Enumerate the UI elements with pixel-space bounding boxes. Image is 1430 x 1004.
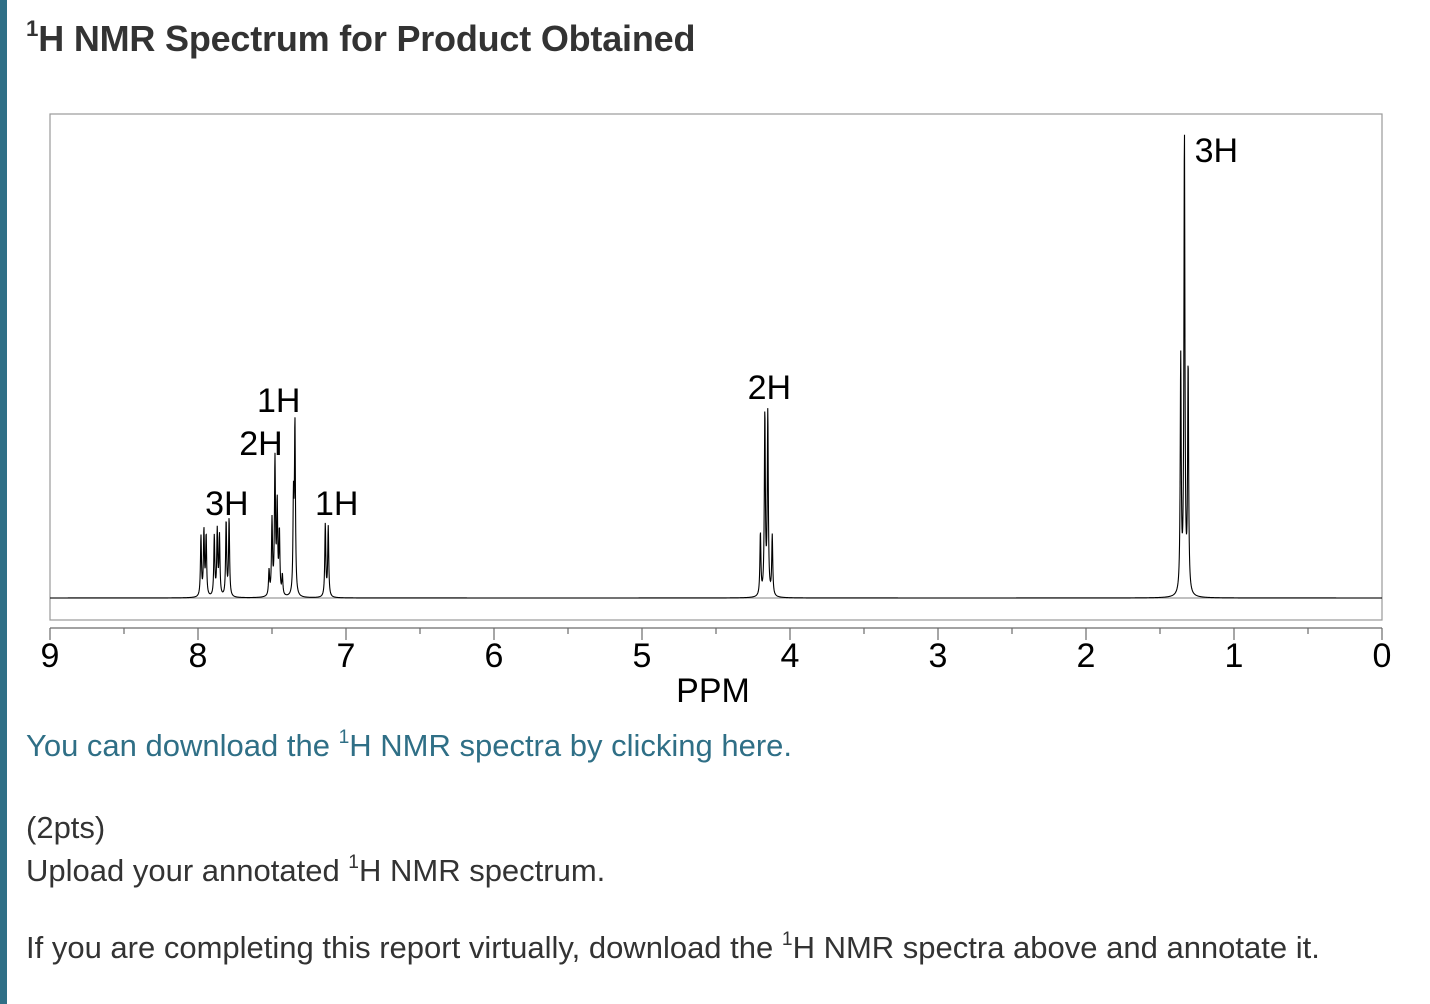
- upload-instruction: Upload your annotated 1H NMR spectrum.: [26, 851, 606, 889]
- integration-label: 2H: [748, 369, 791, 407]
- virtual-instruction: If you are completing this report virtua…: [26, 928, 1320, 966]
- integration-label: 2H: [239, 425, 282, 463]
- left-accent-bar: [0, 0, 7, 1004]
- virtual-isotope: 1: [781, 928, 793, 950]
- spectrum-trace: [50, 134, 1382, 599]
- x-tick-label: 1: [1225, 637, 1244, 675]
- ppm-axis-ticks: 9 8 7 6 5 4 3 2 1 0: [41, 628, 1392, 675]
- title-isotope: 1: [26, 15, 39, 41]
- title-text: H NMR Spectrum for Product Obtained: [38, 18, 696, 59]
- integration-label: 3H: [205, 485, 248, 523]
- x-tick-label: 8: [189, 637, 208, 675]
- plot-frame: [49, 113, 1383, 621]
- download-isotope: 1: [338, 726, 350, 748]
- nmr-spectrum-chart: 9 8 7 6 5 4 3 2 1 0 3H 2H 1H 1H 2H 3H PPM: [41, 113, 1392, 710]
- virtual-text-after: H NMR spectra above and annotate it.: [792, 930, 1320, 965]
- x-tick-label: 3: [929, 637, 948, 675]
- x-tick-label: 2: [1077, 637, 1096, 675]
- points-label: (2pts): [26, 810, 106, 845]
- x-tick-label: 4: [781, 637, 800, 675]
- upload-text-before: Upload your annotated: [26, 853, 349, 888]
- x-axis-label: PPM: [676, 672, 750, 710]
- integration-label: 1H: [257, 382, 300, 420]
- integration-label: 1H: [315, 485, 358, 523]
- download-text-before: You can download the: [26, 728, 339, 763]
- download-text-after: H NMR spectra by clicking here: [349, 728, 784, 763]
- download-spectra-link[interactable]: You can download the 1H NMR spectra by c…: [26, 726, 793, 764]
- virtual-text-before: If you are completing this report virtua…: [26, 930, 782, 965]
- x-tick-label: 0: [1373, 637, 1392, 675]
- integration-label: 3H: [1195, 132, 1238, 170]
- x-tick-label: 9: [41, 637, 60, 675]
- x-tick-label: 7: [337, 637, 356, 675]
- x-tick-label: 5: [633, 637, 652, 675]
- integration-labels: 3H 2H 1H 1H 2H 3H: [205, 132, 1238, 523]
- page-title: 1H NMR Spectrum for Product Obtained: [26, 15, 696, 60]
- download-period: .: [783, 728, 793, 763]
- upload-isotope: 1: [348, 851, 359, 873]
- x-tick-label: 6: [485, 637, 504, 675]
- upload-text-after: H NMR spectrum.: [358, 853, 606, 888]
